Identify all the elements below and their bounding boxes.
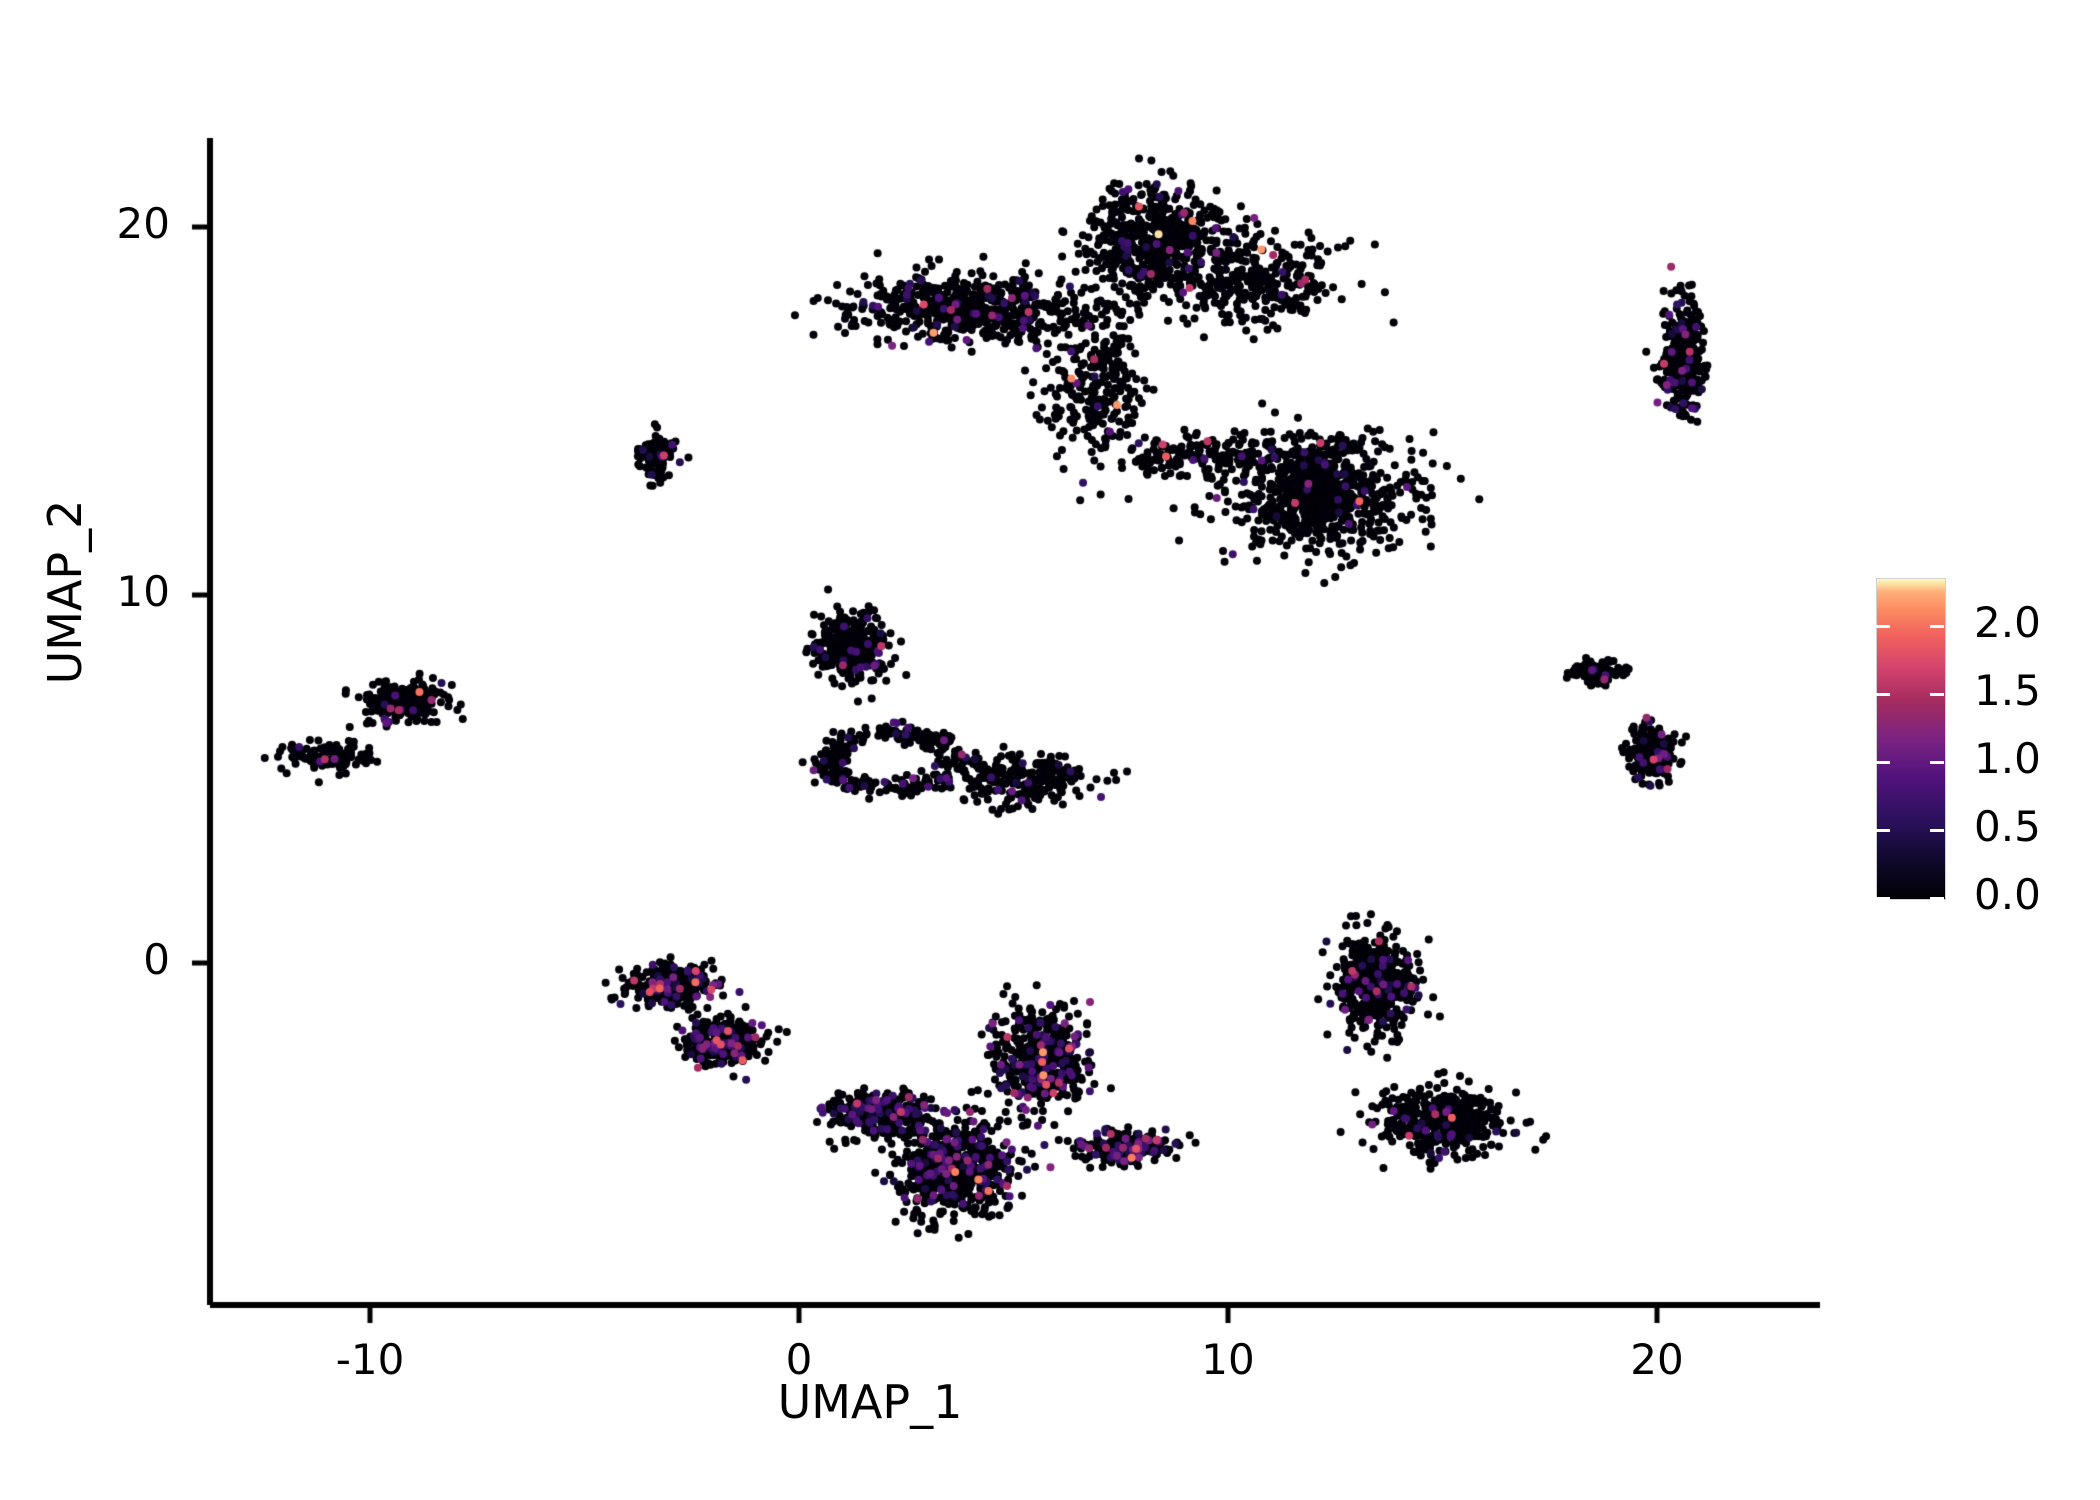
colorbar-tick-label: 1.5 — [1974, 665, 2041, 715]
colorbar-tick-mark — [1930, 828, 1944, 832]
colorbar-tick-mark — [1876, 828, 1890, 832]
colorbar-tick-label: 1.0 — [1974, 733, 2041, 783]
colorbar-tick-mark — [1930, 692, 1944, 696]
colorbar-tick-mark — [1930, 624, 1944, 628]
colorbar-tick-mark — [1930, 760, 1944, 764]
x-tick-label: 20 — [1630, 1335, 1684, 1384]
x-tick-label: 0 — [785, 1335, 813, 1384]
colorbar-tick-label: 2.0 — [1974, 597, 2041, 647]
colorbar-tick-mark — [1876, 624, 1890, 628]
colorbar-tick-label: 0.0 — [1974, 870, 2041, 919]
colorbar-tick-mark — [1876, 897, 1890, 900]
x-tick-label: -10 — [335, 1335, 405, 1384]
x-tick-label: 10 — [1201, 1335, 1255, 1384]
colorbar-tick-mark — [1876, 760, 1890, 764]
y-tick-label: 0 — [143, 935, 170, 984]
x-axis-label: UMAP_1 — [777, 1375, 963, 1429]
colorbar-gradient — [1876, 578, 1946, 900]
y-tick-label: 10 — [116, 567, 170, 616]
colorbar-tick-mark — [1930, 897, 1944, 900]
y-tick-label: 20 — [116, 199, 170, 248]
colorbar-tick-label: 0.5 — [1974, 801, 2041, 851]
colorbar-tick-mark — [1876, 692, 1890, 696]
